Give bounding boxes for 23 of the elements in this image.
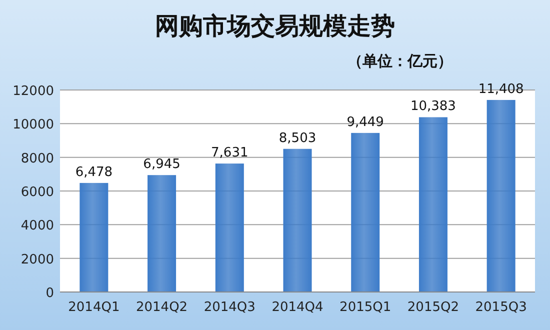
- data-label: 7,631: [211, 146, 248, 161]
- y-tick-label: 12000: [12, 84, 54, 99]
- x-tick-label: 2015Q1: [340, 300, 392, 315]
- x-tick-label: 2014Q3: [204, 300, 256, 315]
- chart-subtitle: （单位：亿元）: [348, 52, 452, 70]
- x-tick-label: 2014Q4: [272, 300, 324, 315]
- data-label: 6,945: [143, 157, 180, 172]
- chart-title: 网购市场交易规模走势: [155, 12, 395, 40]
- x-tick-label: 2014Q2: [136, 300, 188, 315]
- x-tick-label: 2014Q1: [68, 300, 120, 315]
- data-label: 10,383: [410, 99, 456, 114]
- x-tick-label: 2015Q2: [407, 300, 460, 315]
- data-label: 11,408: [478, 82, 524, 97]
- data-label: 9,449: [346, 114, 384, 130]
- x-tick-label: 2015Q3: [475, 300, 527, 315]
- y-tick-label: 4000: [20, 218, 54, 234]
- data-label: 6,478: [75, 164, 113, 180]
- y-tick-label: 0: [46, 286, 54, 301]
- y-tick-label: 2000: [20, 252, 54, 268]
- y-tick-label: 10000: [12, 118, 54, 133]
- y-tick-label: 8000: [20, 151, 54, 166]
- data-label: 8,503: [278, 130, 316, 146]
- y-tick-label: 6000: [20, 185, 54, 200]
